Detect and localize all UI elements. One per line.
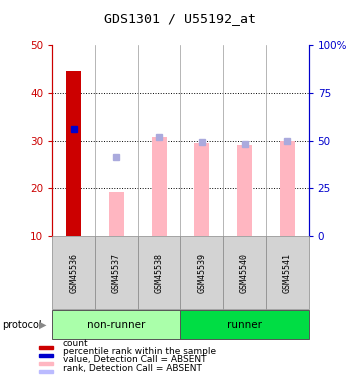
Text: ▶: ▶ bbox=[39, 320, 47, 330]
Text: GSM45538: GSM45538 bbox=[155, 253, 164, 293]
Bar bbox=[138, 236, 180, 309]
Text: GSM45540: GSM45540 bbox=[240, 253, 249, 293]
Bar bbox=[52, 236, 95, 309]
Text: count: count bbox=[63, 339, 88, 348]
Bar bbox=[194, 143, 209, 236]
Text: protocol: protocol bbox=[2, 320, 42, 330]
Bar bbox=[39, 354, 53, 357]
Bar bbox=[109, 192, 124, 236]
Bar bbox=[280, 141, 295, 236]
Text: GDS1301 / U55192_at: GDS1301 / U55192_at bbox=[104, 12, 257, 26]
Text: runner: runner bbox=[227, 320, 262, 330]
Bar bbox=[237, 146, 252, 236]
Bar bbox=[66, 71, 81, 236]
Text: value, Detection Call = ABSENT: value, Detection Call = ABSENT bbox=[63, 356, 206, 364]
Bar bbox=[52, 310, 180, 339]
Bar bbox=[39, 362, 53, 365]
Bar bbox=[266, 236, 309, 309]
Bar bbox=[180, 236, 223, 309]
Bar bbox=[152, 137, 167, 236]
Text: GSM45536: GSM45536 bbox=[69, 253, 78, 293]
Bar bbox=[39, 370, 53, 373]
Text: GSM45541: GSM45541 bbox=[283, 253, 292, 293]
Text: GSM45539: GSM45539 bbox=[197, 253, 206, 293]
Bar bbox=[180, 310, 309, 339]
Text: rank, Detection Call = ABSENT: rank, Detection Call = ABSENT bbox=[63, 364, 201, 373]
Bar bbox=[95, 236, 138, 309]
Bar bbox=[223, 236, 266, 309]
Text: non-runner: non-runner bbox=[87, 320, 145, 330]
Text: GSM45537: GSM45537 bbox=[112, 253, 121, 293]
Bar bbox=[39, 346, 53, 349]
Text: percentile rank within the sample: percentile rank within the sample bbox=[63, 347, 216, 356]
